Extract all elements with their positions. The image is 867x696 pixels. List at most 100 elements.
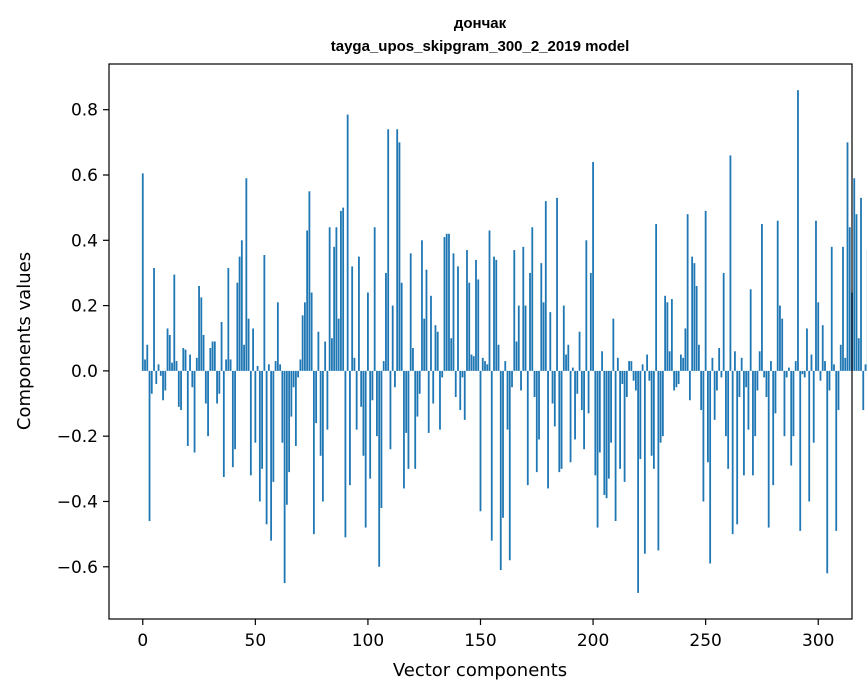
bar <box>495 259 498 371</box>
bar <box>285 370 288 505</box>
bar <box>412 348 414 371</box>
bar <box>670 299 673 371</box>
bar <box>774 370 777 414</box>
bar <box>470 354 473 371</box>
bar <box>779 305 781 371</box>
bar <box>679 354 682 371</box>
bar <box>776 220 779 371</box>
x-tick-label: 250 <box>689 631 721 651</box>
y-tick-label: 0.8 <box>71 101 98 121</box>
y-tick-label: 0.2 <box>71 297 98 317</box>
bar <box>382 361 385 371</box>
bar <box>450 338 453 371</box>
bar <box>517 305 520 371</box>
bar <box>531 227 534 371</box>
bar <box>504 361 507 371</box>
bar <box>355 370 358 430</box>
bar <box>506 370 509 430</box>
bar <box>770 361 772 371</box>
bar <box>475 259 477 371</box>
bar <box>376 370 378 437</box>
bar <box>639 370 642 460</box>
bar <box>261 370 264 469</box>
bar <box>400 282 403 371</box>
bar <box>204 370 207 404</box>
bar <box>686 214 689 371</box>
x-axis-ticks: 0 50 100 150 200 250 300 <box>137 619 834 651</box>
bar <box>360 370 363 407</box>
bar <box>297 370 300 378</box>
bar <box>556 197 558 371</box>
bar <box>173 274 176 371</box>
bar <box>283 370 286 584</box>
bar <box>247 318 250 371</box>
bar <box>227 268 230 371</box>
bar <box>853 178 856 371</box>
bar <box>191 370 194 388</box>
bar <box>222 370 225 477</box>
bar <box>436 331 439 371</box>
bar <box>783 370 786 437</box>
bar <box>290 370 293 417</box>
bar <box>466 250 468 371</box>
bar <box>837 370 840 411</box>
bar <box>468 282 471 371</box>
bar <box>549 312 552 371</box>
bar <box>371 370 374 401</box>
x-tick-label: 150 <box>464 631 496 651</box>
bar <box>166 328 169 371</box>
bar <box>646 354 649 371</box>
bar <box>445 233 448 371</box>
bar <box>623 370 626 482</box>
bar <box>427 370 430 433</box>
bar <box>592 161 594 371</box>
bar <box>443 237 446 371</box>
bar <box>677 370 680 384</box>
bar <box>637 370 640 593</box>
bar <box>490 370 493 541</box>
bar <box>159 370 162 376</box>
bar <box>583 370 585 450</box>
bar <box>310 292 313 371</box>
bar <box>146 344 149 371</box>
bar <box>279 364 282 371</box>
bar <box>448 233 450 371</box>
bar <box>421 240 423 371</box>
bar <box>513 250 516 371</box>
bar <box>288 370 291 473</box>
bar <box>801 370 804 375</box>
bar <box>619 370 621 469</box>
bar <box>373 227 376 371</box>
bar <box>754 370 757 437</box>
bar <box>700 370 703 411</box>
y-axis-ticks: −0.6 −0.4 −0.2 0.0 0.2 0.4 0.6 0.8 <box>57 101 109 578</box>
bar <box>745 370 748 388</box>
bar <box>587 370 590 414</box>
bar <box>806 328 808 371</box>
bar <box>439 370 441 430</box>
bar <box>740 357 743 371</box>
bar <box>747 370 750 430</box>
bar <box>547 370 549 489</box>
bar <box>459 370 462 411</box>
bar <box>576 370 579 394</box>
x-tick-label: 300 <box>802 631 834 651</box>
y-tick-label: 0.0 <box>71 362 98 382</box>
bar <box>182 348 185 371</box>
bar <box>785 370 788 378</box>
bar <box>862 370 865 411</box>
bar <box>153 268 155 371</box>
bar <box>857 338 860 371</box>
bar <box>628 361 631 371</box>
bar <box>821 325 824 371</box>
bar <box>270 370 273 541</box>
bar <box>702 370 705 502</box>
bar <box>315 370 318 424</box>
bar <box>718 348 721 371</box>
bar <box>396 129 399 371</box>
bar <box>508 370 511 561</box>
bar <box>416 370 419 417</box>
bar <box>691 256 694 371</box>
bar <box>605 370 608 499</box>
bar <box>301 315 304 371</box>
